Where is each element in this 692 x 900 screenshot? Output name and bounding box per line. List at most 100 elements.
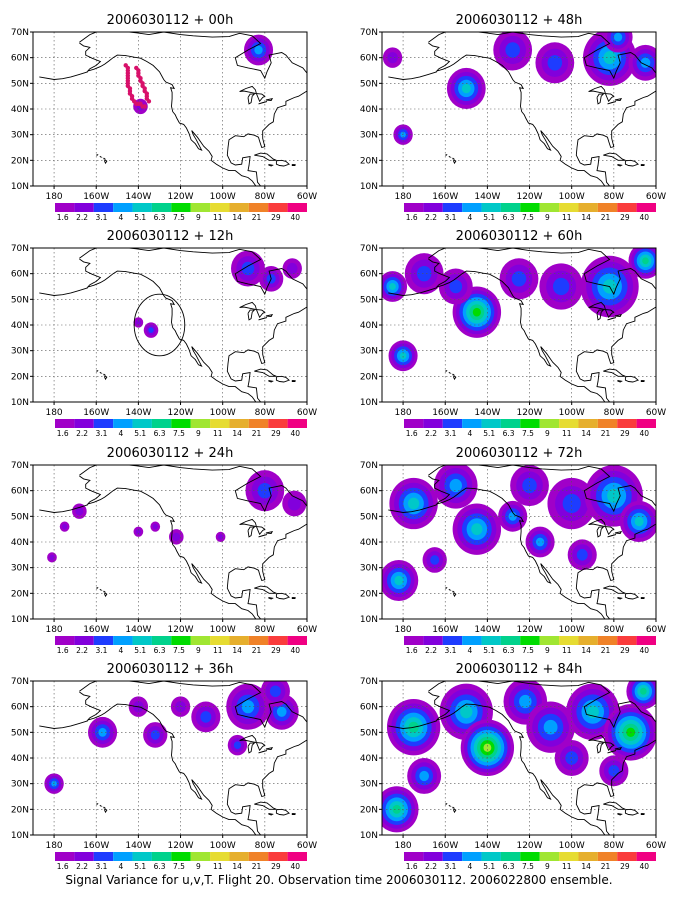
coastline bbox=[596, 526, 605, 538]
y-tick-label: 70N bbox=[360, 677, 378, 687]
coastline bbox=[79, 248, 307, 296]
coastline bbox=[588, 518, 606, 528]
colorbar-label: 9 bbox=[545, 862, 550, 871]
colorbar-label: 11 bbox=[213, 429, 223, 438]
colorbar-label: 14 bbox=[232, 213, 242, 222]
x-tick-label: 100W bbox=[210, 408, 236, 418]
y-tick-label: 30N bbox=[360, 131, 378, 141]
colorbar-swatch bbox=[210, 636, 230, 645]
colorbar-label: 21 bbox=[252, 862, 262, 871]
colorbar-swatch bbox=[55, 852, 75, 861]
x-tick-label: 120W bbox=[516, 625, 542, 635]
y-tick-label: 30N bbox=[360, 564, 378, 574]
variance-contour bbox=[233, 741, 242, 750]
colorbar-label: 4 bbox=[467, 646, 472, 655]
colorbar-label: 6.3 bbox=[503, 862, 515, 871]
colorbar-swatch bbox=[190, 636, 211, 645]
coastline bbox=[268, 596, 274, 600]
colorbar-swatch bbox=[636, 636, 656, 645]
coastline bbox=[79, 258, 307, 402]
x-tick-label: 100W bbox=[210, 841, 236, 851]
colorbar-label: 40 bbox=[291, 213, 301, 222]
colorbar-swatch bbox=[210, 419, 230, 428]
colorbar-label: 3.1 bbox=[95, 213, 107, 222]
coastline bbox=[453, 159, 457, 165]
variance-contour bbox=[175, 701, 186, 713]
variance-contour bbox=[483, 743, 492, 752]
colorbar-label: 11 bbox=[562, 862, 572, 871]
colorbar-swatch bbox=[229, 203, 249, 212]
coastline bbox=[448, 155, 452, 158]
colorbar-swatch bbox=[229, 636, 249, 645]
colorbar-label: 7.5 bbox=[522, 862, 534, 871]
x-tick-label: 80W bbox=[604, 408, 624, 418]
y-tick-label: 30N bbox=[360, 780, 378, 790]
colorbar-swatch bbox=[500, 419, 521, 428]
colorbar-swatch bbox=[442, 419, 463, 428]
coastline bbox=[453, 375, 457, 381]
colorbar-label: 7.5 bbox=[522, 213, 534, 222]
x-tick-label: 80W bbox=[255, 625, 275, 635]
colorbar-swatch bbox=[113, 852, 133, 861]
variance-contour bbox=[419, 770, 430, 782]
colorbar-swatch bbox=[287, 636, 307, 645]
variance-contour bbox=[511, 271, 527, 287]
coastline bbox=[624, 592, 639, 600]
colorbar-swatch bbox=[55, 419, 75, 428]
coastline bbox=[96, 154, 99, 156]
coastline bbox=[104, 159, 108, 165]
variance-contour bbox=[286, 262, 298, 275]
colorbar-label: 6.3 bbox=[503, 213, 515, 222]
colorbar-swatch bbox=[404, 636, 424, 645]
panel: 2006030112 + 72h 180 160W 140W 120W 100W 80W 60… bbox=[360, 446, 666, 655]
colorbar-label: 14 bbox=[232, 429, 242, 438]
observation-point bbox=[142, 104, 147, 109]
panel: 2006030112 + 12h 180 160W 140W 120W 100W 80W 60… bbox=[11, 229, 317, 438]
colorbar-label: 40 bbox=[640, 646, 650, 655]
coastline bbox=[448, 804, 452, 807]
panel: 2006030112 + 00h 180 160W 140W 120W 100W 80W 60… bbox=[11, 13, 317, 222]
colorbar-label: 1.6 bbox=[57, 646, 69, 655]
variance-contour bbox=[241, 261, 255, 276]
x-tick-label: 160W bbox=[83, 192, 109, 202]
colorbar-label: 2.2 bbox=[76, 862, 88, 871]
coastline bbox=[99, 371, 103, 374]
coastline bbox=[258, 101, 268, 105]
x-tick-label: 60W bbox=[297, 841, 317, 851]
colorbar-swatch bbox=[210, 203, 230, 212]
colorbar-swatch bbox=[93, 203, 114, 212]
coastline bbox=[607, 101, 617, 105]
coastline bbox=[614, 98, 623, 101]
variance-contour bbox=[634, 516, 644, 527]
x-tick-label: 140W bbox=[125, 625, 151, 635]
colorbar-label: 21 bbox=[252, 429, 262, 438]
colorbar-label: 9 bbox=[545, 429, 550, 438]
coastline bbox=[596, 309, 605, 321]
colorbar-label: 3.1 bbox=[95, 429, 107, 438]
variance-contour bbox=[535, 537, 545, 547]
colorbar-swatch bbox=[442, 852, 463, 861]
y-tick-label: 10N bbox=[11, 831, 29, 841]
variance-contour bbox=[613, 32, 623, 42]
panel: 2006030112 + 84h 180 160W 140W 120W 100W 80W 60… bbox=[360, 662, 666, 871]
coastline bbox=[428, 475, 656, 619]
colorbar-label: 5.1 bbox=[483, 646, 495, 655]
colorbar-swatch bbox=[268, 419, 288, 428]
coastline bbox=[103, 806, 107, 809]
colorbar-swatch bbox=[132, 852, 152, 861]
variance-contour bbox=[98, 727, 107, 737]
colorbar-swatch bbox=[617, 852, 637, 861]
x-tick-label: 60W bbox=[297, 625, 317, 635]
coastline bbox=[617, 596, 623, 600]
colorbar-swatch bbox=[617, 636, 637, 645]
colorbar-label: 3.1 bbox=[95, 646, 107, 655]
x-tick-label: 80W bbox=[604, 192, 624, 202]
variance-contour bbox=[607, 488, 621, 503]
colorbar-swatch bbox=[93, 852, 114, 861]
y-tick-label: 40N bbox=[11, 105, 29, 115]
coastline bbox=[239, 301, 257, 311]
x-tick-label: 60W bbox=[646, 625, 666, 635]
colorbar-label: 6.3 bbox=[503, 429, 515, 438]
y-tick-label: 70N bbox=[360, 28, 378, 38]
